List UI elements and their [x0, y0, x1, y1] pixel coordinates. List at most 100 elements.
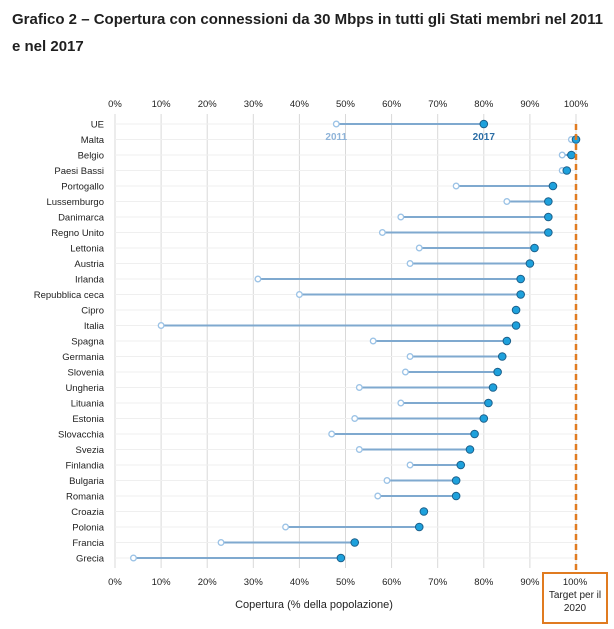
x-tick-label-top: 90% — [520, 99, 540, 110]
point-2017 — [544, 228, 553, 237]
point-2011 — [328, 430, 336, 438]
category-label: Romania — [66, 492, 105, 503]
category-label: Portogallo — [61, 182, 104, 193]
x-tick-label-bottom: 0% — [108, 577, 122, 588]
point-2011 — [378, 229, 386, 236]
category-label: Lituania — [71, 399, 105, 410]
annotation-2017: 2017 — [473, 132, 496, 143]
target-label: Target per il 2020 — [548, 590, 602, 614]
point-2017 — [493, 367, 502, 377]
point-2017 — [525, 259, 535, 268]
x-tick-label-top: 100% — [564, 99, 589, 110]
point-2017 — [516, 274, 525, 284]
point-2011 — [332, 120, 340, 128]
point-2011 — [129, 554, 137, 562]
category-label: Slovenia — [68, 368, 105, 379]
category-label: Ungheria — [65, 383, 104, 394]
point-2017 — [484, 398, 493, 408]
point-2011 — [406, 461, 414, 469]
category-label: Finlandia — [65, 461, 104, 472]
point-2017 — [456, 460, 466, 470]
point-2017 — [548, 181, 558, 191]
point-2017 — [567, 150, 576, 160]
point-2017 — [516, 290, 525, 299]
point-2017 — [497, 352, 507, 361]
category-label: Lussemburgo — [46, 197, 104, 208]
category-label: Regno Unito — [51, 228, 104, 239]
point-2017 — [544, 212, 553, 222]
point-2011 — [282, 523, 290, 531]
category-label: UE — [91, 120, 104, 131]
category-label: Polonia — [72, 523, 104, 534]
point-2017 — [336, 553, 346, 563]
point-2017 — [530, 243, 539, 253]
x-tick-label-top: 80% — [474, 99, 494, 110]
category-label: Spagna — [71, 337, 104, 348]
category-label: Germania — [62, 352, 104, 363]
point-2011 — [217, 539, 225, 546]
category-label: Italia — [84, 321, 105, 332]
category-label: Francia — [72, 538, 104, 549]
category-label: Bulgaria — [69, 476, 105, 487]
point-2017 — [470, 429, 479, 439]
category-label: Irlanda — [75, 275, 105, 286]
category-label: Danimarca — [58, 213, 105, 224]
point-2011 — [503, 198, 511, 205]
point-2011 — [558, 151, 566, 159]
x-tick-label-top: 40% — [290, 99, 310, 110]
x-tick-label-top: 10% — [152, 99, 172, 110]
point-2011 — [452, 182, 460, 190]
point-2017 — [465, 445, 475, 454]
point-2011 — [406, 260, 414, 267]
point-2017 — [479, 414, 489, 423]
point-2011 — [374, 492, 382, 500]
x-tick-label-bottom: 90% — [520, 577, 540, 588]
point-2011 — [406, 353, 414, 360]
category-label: Croazia — [71, 507, 104, 518]
x-tick-label-top: 50% — [336, 99, 356, 110]
x-tick-label-bottom: 50% — [336, 577, 356, 588]
point-2017 — [488, 383, 498, 392]
category-label: Slovacchia — [58, 430, 105, 441]
point-2011 — [383, 477, 391, 484]
x-axis-label: Copertura (% della popolazione) — [235, 599, 393, 611]
x-tick-label-bottom: 60% — [382, 577, 402, 588]
point-2017 — [350, 538, 360, 547]
x-tick-label-bottom: 80% — [474, 577, 494, 588]
point-2017 — [414, 522, 424, 532]
x-tick-label-top: 20% — [198, 99, 218, 110]
category-label: Malta — [81, 135, 105, 146]
x-tick-label-top: 30% — [244, 99, 264, 110]
point-2011 — [355, 446, 363, 453]
category-label: Svezia — [75, 445, 104, 456]
x-tick-label-bottom: 70% — [428, 577, 448, 588]
point-2011 — [401, 368, 409, 376]
category-label: Paesi Bassi — [54, 166, 104, 177]
category-label: Belgio — [78, 151, 104, 162]
point-2011 — [369, 337, 377, 345]
point-2011 — [295, 291, 303, 298]
chart-title: Grafico 2 – Copertura con connessioni da… — [12, 11, 603, 55]
category-label: Repubblica ceca — [34, 290, 105, 301]
point-2011 — [397, 399, 405, 407]
annotation-2011: 2011 — [325, 132, 347, 143]
category-label: Cipro — [81, 306, 104, 317]
point-2017 — [502, 336, 512, 346]
point-2017 — [544, 197, 553, 206]
category-label: Grecia — [76, 554, 105, 565]
point-2011 — [351, 415, 359, 422]
point-2017 — [479, 119, 489, 129]
point-2011 — [157, 322, 165, 329]
point-2017 — [419, 507, 429, 516]
category-label: Austria — [74, 259, 104, 270]
point-2017 — [511, 321, 521, 330]
category-label: Lettonia — [70, 244, 105, 255]
point-2017 — [451, 476, 461, 485]
category-label: Estonia — [72, 414, 104, 425]
x-tick-label-bottom: 40% — [290, 577, 310, 588]
point-2011 — [397, 213, 405, 221]
x-tick-label-top: 60% — [382, 99, 402, 110]
target-label-box: 100% Target per il 2020 — [542, 572, 608, 624]
point-2011 — [254, 275, 262, 283]
point-2017 — [451, 491, 461, 501]
